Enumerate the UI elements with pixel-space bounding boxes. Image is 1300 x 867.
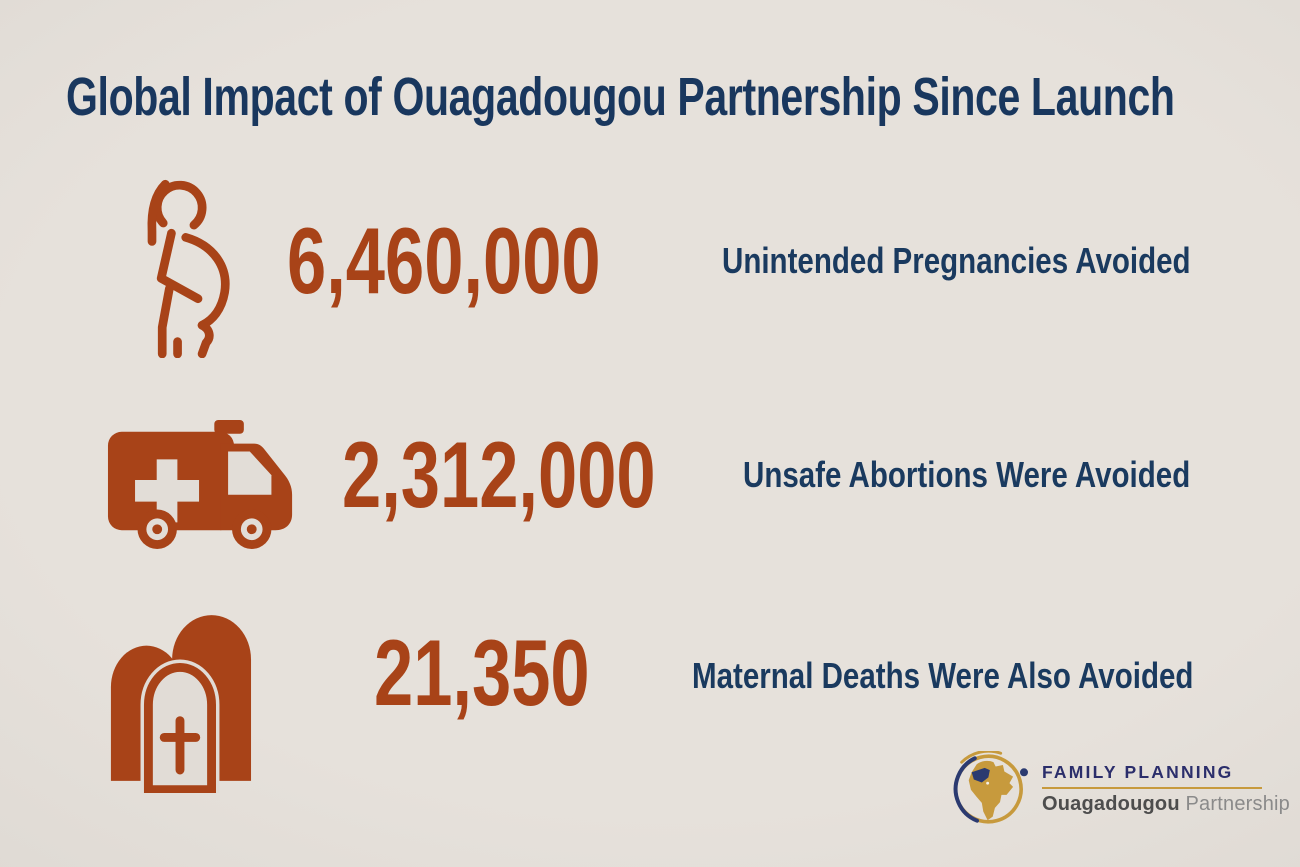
pregnant-woman-icon <box>116 174 234 359</box>
stat-value-pregnancies: 6,460,000 <box>287 208 601 313</box>
logo-text-block: FAMILY PLANNING Ouagadougou Partnership <box>1042 762 1290 816</box>
stat-value-maternal-deaths: 21,350 <box>374 620 590 725</box>
logo-ouagadougou-text: Ouagadougou <box>1042 793 1180 815</box>
ambulance-icon <box>106 412 298 550</box>
logo-family-planning-text: FAMILY PLANNING <box>1042 762 1234 782</box>
stat-label-abortions: Unsafe Abortions Were Avoided <box>743 454 1191 495</box>
page-title: Global Impact of Ouagadougou Partnership… <box>66 67 1175 127</box>
stat-value-abortions: 2,312,000 <box>342 422 656 527</box>
logo-partnership-text: Ouagadougou Partnership <box>1042 793 1290 816</box>
ouagadougou-partnership-logo: FAMILY PLANNING Ouagadougou Partnership <box>949 744 1290 834</box>
gravestones-icon <box>105 600 253 798</box>
africa-swirl-logo-icon <box>949 749 1032 829</box>
logo-gold-divider <box>1042 787 1262 789</box>
stat-label-maternal-deaths: Maternal Deaths Were Also Avoided <box>692 655 1194 696</box>
stat-label-pregnancies: Unintended Pregnancies Avoided <box>722 240 1191 281</box>
logo-partnership-word: Partnership <box>1185 793 1290 815</box>
